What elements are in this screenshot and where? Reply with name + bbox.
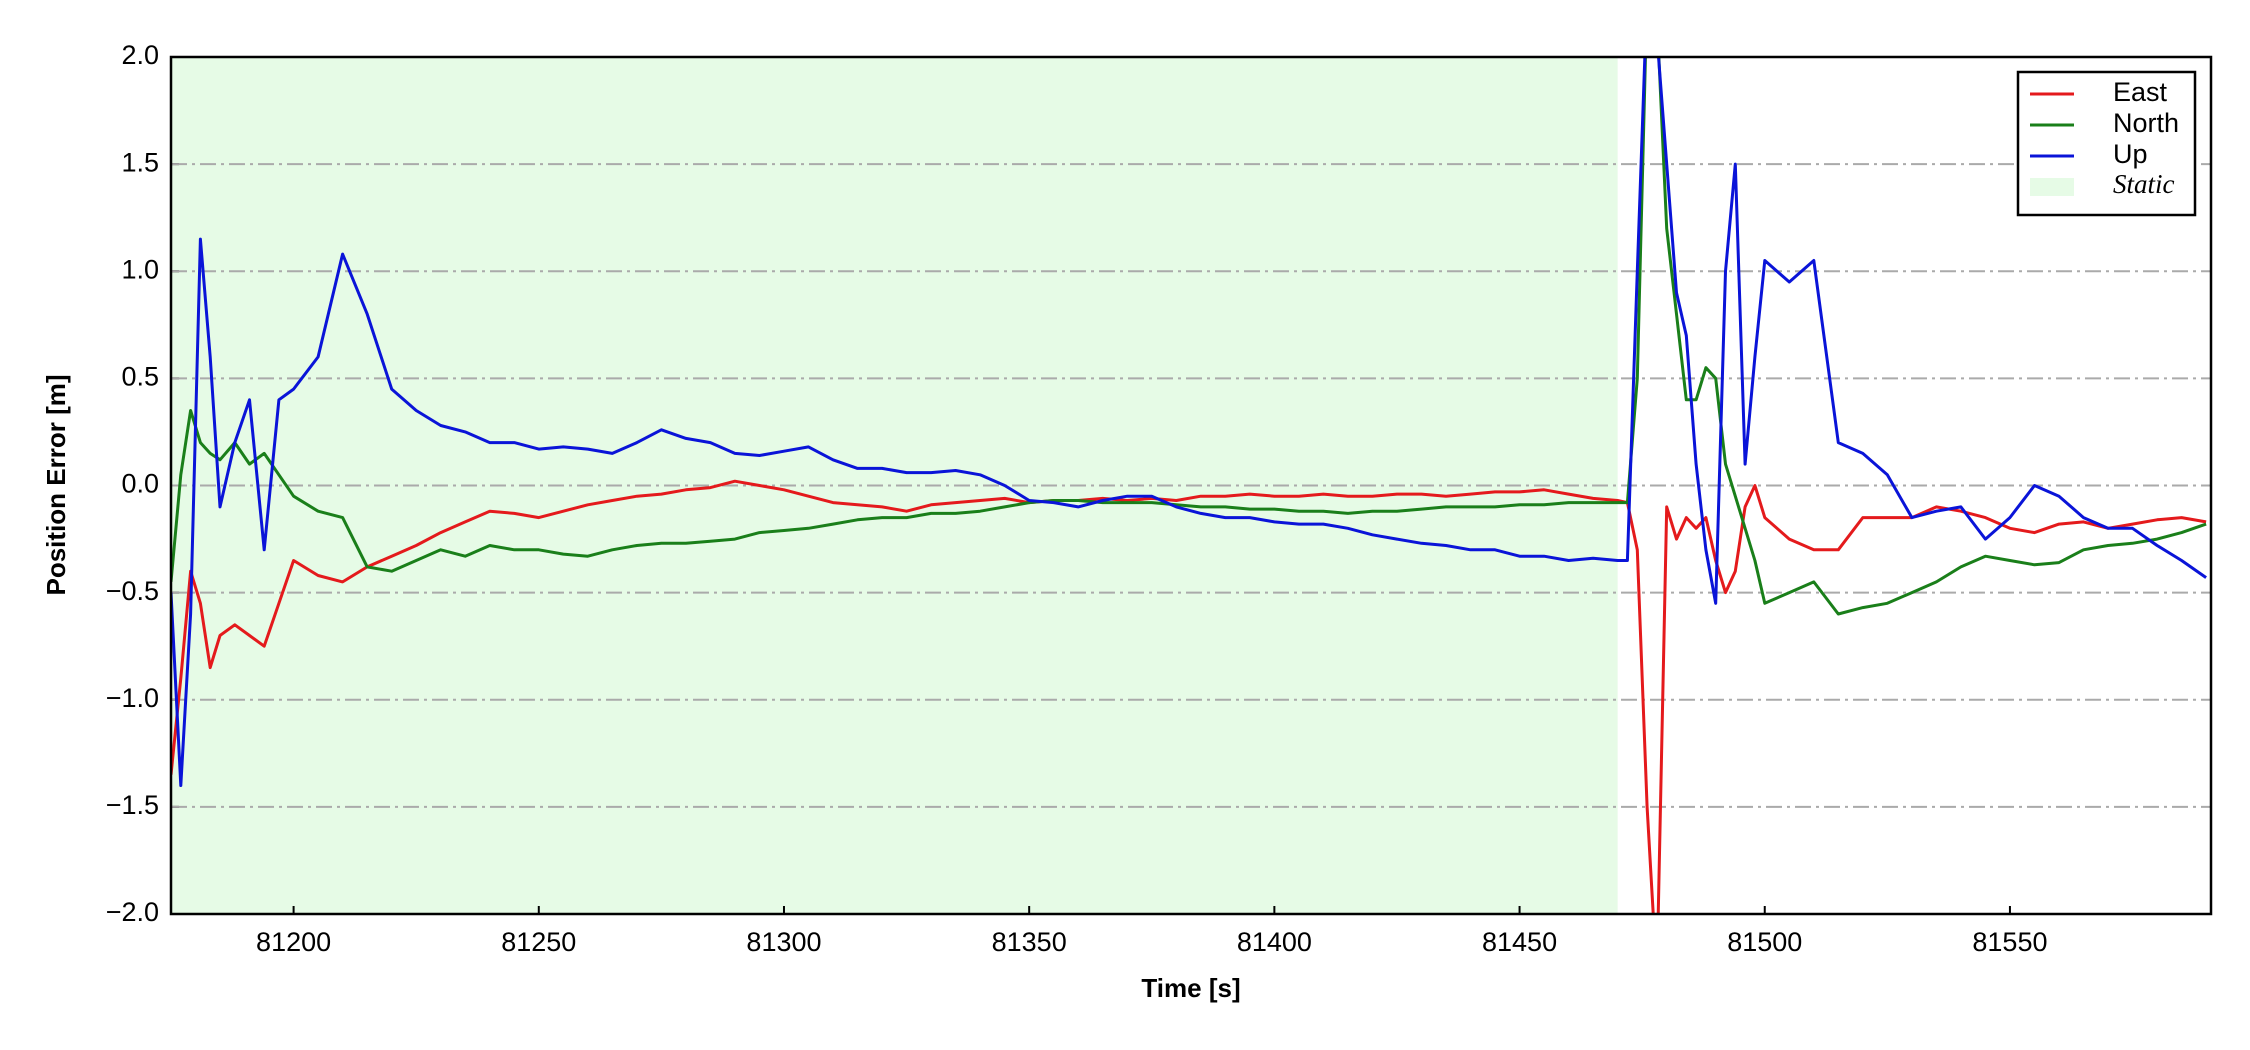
x-tick-label: 81200	[256, 927, 331, 957]
y-tick-label: 0.5	[121, 362, 159, 392]
plot-area	[171, 57, 2207, 914]
x-tick-label: 81400	[1237, 927, 1312, 957]
x-tick-label: 81550	[1972, 927, 2047, 957]
legend-label: Up	[2113, 139, 2148, 169]
y-tick-label: −0.5	[106, 576, 159, 606]
legend-swatch	[2030, 178, 2074, 196]
y-tick-label: 1.5	[121, 147, 159, 177]
x-tick-label: 81250	[501, 927, 576, 957]
x-tick-label: 81500	[1727, 927, 1802, 957]
y-axis-label: Position Error [m]	[41, 374, 71, 595]
plot-frame	[169, 55, 2213, 916]
legend-label: North	[2113, 108, 2179, 138]
y-tick-label: 0.0	[121, 469, 159, 499]
legend-label: East	[2113, 77, 2168, 107]
x-tick-label: 81450	[1482, 927, 1557, 957]
y-tick-label: −1.5	[106, 790, 159, 820]
y-tick-label: −2.0	[106, 897, 159, 927]
legend-label: Static	[2113, 169, 2175, 199]
y-tick-label: 2.0	[121, 40, 159, 70]
x-axis-label: Time [s]	[1141, 973, 1240, 1003]
y-tick-label: 1.0	[121, 254, 159, 284]
series-line	[171, 479, 2207, 914]
x-tick-label: 81300	[746, 927, 821, 957]
series-line	[171, 57, 2207, 787]
series-line	[171, 57, 2207, 616]
y-tick-label: −1.0	[106, 683, 159, 713]
x-tick-label: 81350	[992, 927, 1067, 957]
